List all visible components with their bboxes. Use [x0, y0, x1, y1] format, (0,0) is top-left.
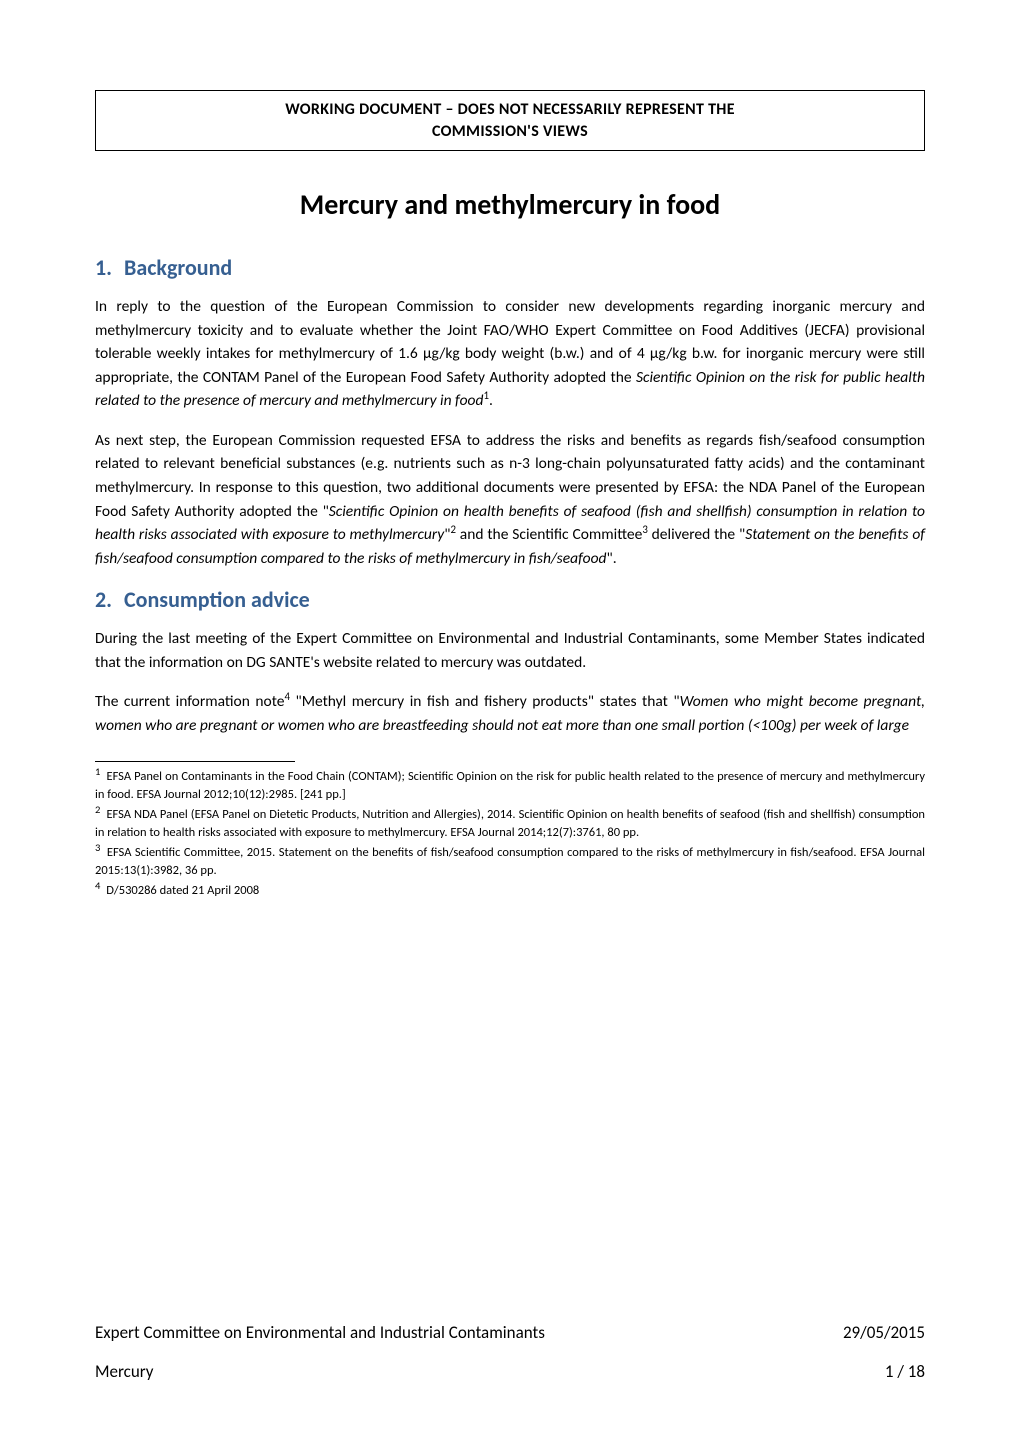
- paragraph-2: As next step, the European Commission re…: [95, 429, 925, 570]
- footnote-1-text: EFSA Panel on Contaminants in the Food C…: [95, 769, 925, 802]
- section-1-text: Background: [124, 254, 232, 281]
- footnote-1: 1 EFSA Panel on Contaminants in the Food…: [95, 768, 925, 803]
- footer-date: 29/05/2015: [843, 1322, 925, 1343]
- document-title: Mercury and methylmercury in food: [95, 187, 925, 222]
- footnote-2: 2 EFSA NDA Panel (EFSA Panel on Dietetic…: [95, 806, 925, 841]
- footnote-1-num: 1: [95, 765, 100, 778]
- footer-line-1: Expert Committee on Environmental and In…: [95, 1322, 925, 1343]
- section-2-number: 2.: [95, 586, 112, 613]
- footnotes-section: 1 EFSA Panel on Contaminants in the Food…: [95, 759, 925, 900]
- footnote-3-text: EFSA Scientific Committee, 2015. Stateme…: [95, 845, 925, 878]
- footer-subject: Mercury: [95, 1361, 154, 1382]
- header-box: WORKING DOCUMENT – DOES NOT NECESSARILY …: [95, 90, 925, 151]
- paragraph-4: The current information note4 "Methyl me…: [95, 690, 925, 737]
- section-2-heading: 2. Consumption advice: [95, 586, 925, 613]
- paragraph-3: During the last meeting of the Expert Co…: [95, 627, 925, 674]
- p2-text-d: and the Scientific Committee: [456, 525, 642, 544]
- footnote-2-text: EFSA NDA Panel (EFSA Panel on Dietetic P…: [95, 807, 925, 840]
- paragraph-1: In reply to the question of the European…: [95, 295, 925, 413]
- page-footer: Expert Committee on Environmental and In…: [95, 1322, 925, 1382]
- footer-page-number: 1 / 18: [885, 1361, 925, 1382]
- p4-text-a: The current information note: [95, 692, 284, 711]
- footnote-separator: [95, 761, 295, 762]
- footnote-3-num: 3: [95, 841, 100, 854]
- footnote-4-text: D/530286 dated 21 April 2008: [103, 883, 259, 898]
- header-line-2: COMMISSION'S VIEWS: [108, 121, 912, 143]
- footnote-3: 3 EFSA Scientific Committee, 2015. State…: [95, 844, 925, 879]
- p2-text-g: ".: [607, 549, 617, 568]
- footnote-4: 4 D/530286 dated 21 April 2008: [95, 882, 925, 900]
- section-2-text: Consumption advice: [124, 586, 310, 613]
- footnote-4-num: 4: [95, 879, 100, 892]
- header-line-1: WORKING DOCUMENT – DOES NOT NECESSARILY …: [108, 99, 912, 121]
- section-1-heading: 1. Background: [95, 254, 925, 281]
- section-1-number: 1.: [95, 254, 112, 281]
- p4-text-b: "Methyl mercury in fish and fishery prod…: [290, 692, 680, 711]
- document-page: WORKING DOCUMENT – DOES NOT NECESSARILY …: [0, 0, 1020, 1442]
- p2-text-e: delivered the ": [648, 525, 745, 544]
- footer-line-2: Mercury 1 / 18: [95, 1361, 925, 1382]
- footer-committee: Expert Committee on Environmental and In…: [95, 1322, 545, 1343]
- footnote-2-num: 2: [95, 803, 100, 816]
- p1-text-c: .: [489, 391, 493, 410]
